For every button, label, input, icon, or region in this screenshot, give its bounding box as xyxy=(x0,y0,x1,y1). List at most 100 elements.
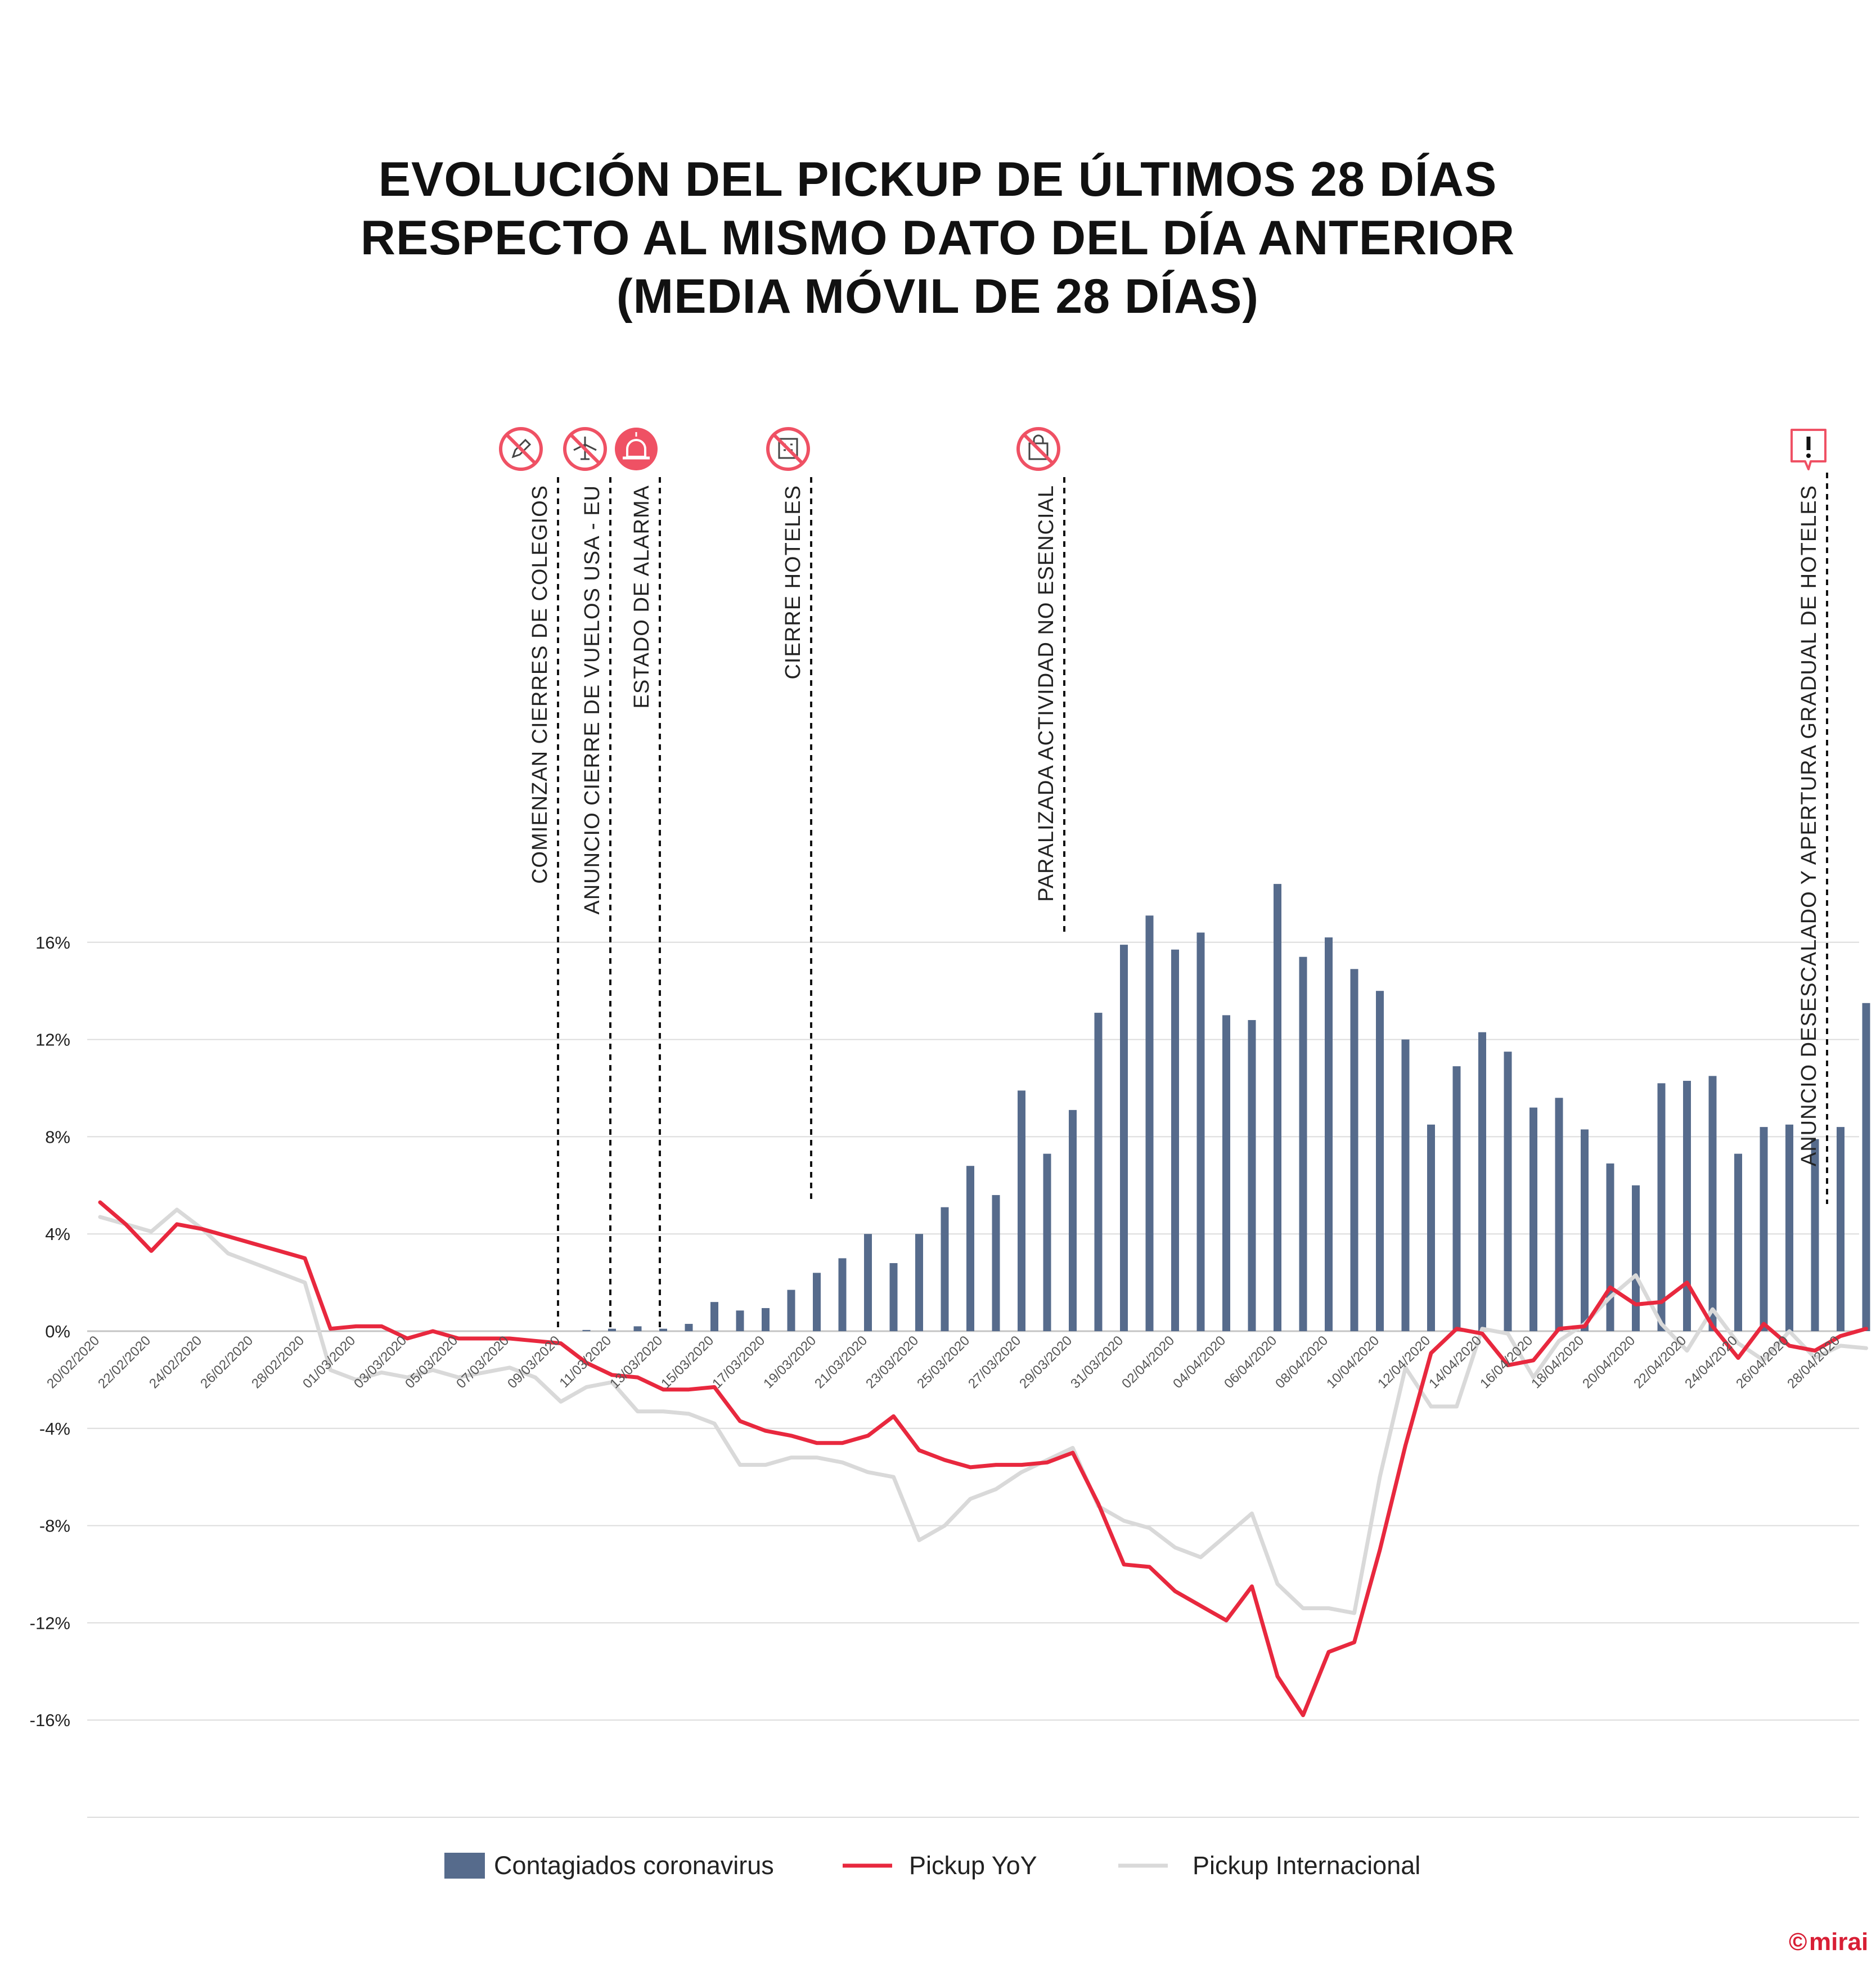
x-tick-label: 08/04/2020 xyxy=(1272,1333,1331,1391)
x-tick-label: 24/02/2020 xyxy=(146,1333,205,1391)
bar-contagiados xyxy=(1222,1015,1230,1331)
x-tick-label: 20/04/2020 xyxy=(1580,1333,1638,1391)
event-marker: ANUNCIO DESESCALADO Y APERTURA GRADUAL D… xyxy=(1790,429,1828,1204)
legend-label: Contagiados coronavirus xyxy=(494,1851,774,1880)
bar-contagiados xyxy=(1299,956,1307,1331)
bar-contagiados xyxy=(1401,1039,1410,1331)
x-tick-label: 01/03/2020 xyxy=(300,1333,358,1391)
event-label: ANUNCIO DESESCALADO Y APERTURA GRADUAL D… xyxy=(1797,485,1821,1166)
y-tick-label: 4% xyxy=(45,1224,70,1244)
bar-contagiados xyxy=(1657,1083,1666,1331)
bar-contagiados xyxy=(1581,1129,1589,1331)
legend-label: Pickup YoY xyxy=(909,1851,1037,1880)
bar-contagiados xyxy=(1018,1090,1025,1331)
bar-contagiados xyxy=(1196,932,1205,1331)
bar-contagiados xyxy=(1811,1139,1819,1331)
bar-contagiados xyxy=(1094,1013,1103,1331)
y-tick-label: -16% xyxy=(30,1710,70,1730)
legend-label: Pickup Internacional xyxy=(1193,1851,1420,1880)
y-tick-label: 8% xyxy=(45,1127,70,1147)
bar-contagiados xyxy=(1248,1020,1256,1331)
x-tick-label: 27/03/2020 xyxy=(965,1333,1024,1391)
bar-contagiados xyxy=(1427,1124,1435,1331)
y-axis: 16% 12% 8% 4% 0% -4% -8% -12% -16% xyxy=(30,933,70,1730)
event-label: ESTADO DE ALARMA xyxy=(630,485,654,709)
x-tick-label: 07/03/2020 xyxy=(453,1333,512,1391)
bar-contagiados xyxy=(838,1258,847,1331)
x-tick-label: 02/04/2020 xyxy=(1119,1333,1177,1391)
event-marker: PARALIZADA ACTIVIDAD NO ESENCIAL xyxy=(1016,427,1065,934)
brand-logo: © mirai xyxy=(1789,1928,1868,1956)
bar-contagiados xyxy=(889,1263,898,1331)
event-label: CIERRE HOTELES xyxy=(781,485,805,680)
bar-contagiados xyxy=(1325,937,1333,1331)
bar-contagiados xyxy=(710,1302,718,1331)
bar-contagiados xyxy=(992,1195,1000,1331)
no-hotel-icon xyxy=(766,427,810,471)
bar-contagiados xyxy=(608,1328,616,1331)
line-series xyxy=(98,1200,1868,1718)
bar-contagiados xyxy=(813,1273,821,1331)
bar-contagiados xyxy=(1760,1127,1768,1331)
bar-contagiados xyxy=(1734,1153,1742,1331)
bar-contagiados xyxy=(1529,1107,1537,1331)
bar-contagiados xyxy=(864,1234,872,1331)
x-tick-label: 19/03/2020 xyxy=(761,1333,819,1391)
x-tick-label: 29/03/2020 xyxy=(1016,1333,1075,1391)
bar-contagiados xyxy=(736,1310,744,1331)
event-markers: COMIENZAN CIERRES DE COLEGIOS ANUNCIO CIE… xyxy=(499,427,1828,1331)
event-label: COMIENZAN CIERRES DE COLEGIOS xyxy=(528,485,552,884)
bar-contagiados xyxy=(1274,884,1281,1331)
x-tick-label: 31/03/2020 xyxy=(1068,1333,1126,1391)
legend-swatch xyxy=(444,1853,485,1879)
x-tick-label: 28/02/2020 xyxy=(249,1333,307,1391)
y-tick-label: -12% xyxy=(30,1613,70,1633)
legend-item: Pickup Internacional xyxy=(1118,1851,1420,1880)
bar-contagiados xyxy=(582,1329,591,1331)
x-tick-label: 15/03/2020 xyxy=(658,1333,717,1391)
bar-contagiados xyxy=(1862,1003,1870,1331)
event-label: PARALIZADA ACTIVIDAD NO ESENCIAL xyxy=(1034,485,1058,902)
no-plane-icon xyxy=(563,427,607,471)
bar-contagiados xyxy=(1145,915,1154,1331)
x-tick-label: 17/03/2020 xyxy=(709,1333,768,1391)
chart-title-line-1: EVOLUCIÓN DEL PICKUP DE ÚLTIMOS 28 DÍAS xyxy=(379,152,1497,206)
event-marker: COMIENZAN CIERRES DE COLEGIOS xyxy=(499,427,559,1331)
brand-name: mirai xyxy=(1809,1928,1868,1956)
legend-item: Contagiados coronavirus xyxy=(444,1851,774,1880)
bar-contagiados xyxy=(1069,1109,1077,1331)
bar-contagiados xyxy=(1837,1127,1844,1331)
y-tick-label: 16% xyxy=(35,933,70,953)
line-pickup-internacional xyxy=(98,1207,1868,1615)
bar-contagiados xyxy=(1504,1052,1512,1331)
bar-contagiados xyxy=(1478,1032,1486,1331)
bar-series-contagiados xyxy=(582,884,1870,1331)
no-pencil-icon xyxy=(499,427,543,471)
y-tick-label: -8% xyxy=(39,1516,70,1536)
event-marker: CIERRE HOTELES xyxy=(766,427,812,1204)
bar-contagiados xyxy=(1632,1185,1640,1331)
chart-title: EVOLUCIÓN DEL PICKUP DE ÚLTIMOS 28 DÍAS … xyxy=(361,152,1514,324)
bar-contagiados xyxy=(762,1308,770,1331)
event-marker: ANUNCIO CIERRE DE VUELOS USA - EU xyxy=(563,427,611,1331)
x-tick-label: 20/02/2020 xyxy=(44,1333,102,1391)
bar-contagiados xyxy=(633,1326,642,1331)
bar-contagiados xyxy=(1555,1098,1563,1331)
x-tick-label: 06/04/2020 xyxy=(1221,1333,1280,1391)
bar-contagiados xyxy=(966,1166,974,1331)
no-shopping-icon xyxy=(1016,427,1060,471)
bar-contagiados xyxy=(1376,991,1384,1331)
y-tick-label: 12% xyxy=(35,1030,70,1050)
bar-contagiados xyxy=(685,1324,693,1331)
x-tick-label: 14/04/2020 xyxy=(1426,1333,1484,1391)
x-tick-label: 05/03/2020 xyxy=(402,1333,461,1391)
x-tick-label: 04/04/2020 xyxy=(1170,1333,1229,1391)
alarm-siren-icon xyxy=(615,428,658,470)
bar-contagiados xyxy=(1708,1076,1717,1331)
bar-contagiados xyxy=(659,1328,667,1331)
bar-contagiados xyxy=(1683,1081,1691,1331)
bar-contagiados xyxy=(941,1207,949,1331)
legend-item: Pickup YoY xyxy=(843,1851,1037,1880)
legend: Contagiados coronavirus Pickup YoY Pickup … xyxy=(444,1851,1420,1880)
